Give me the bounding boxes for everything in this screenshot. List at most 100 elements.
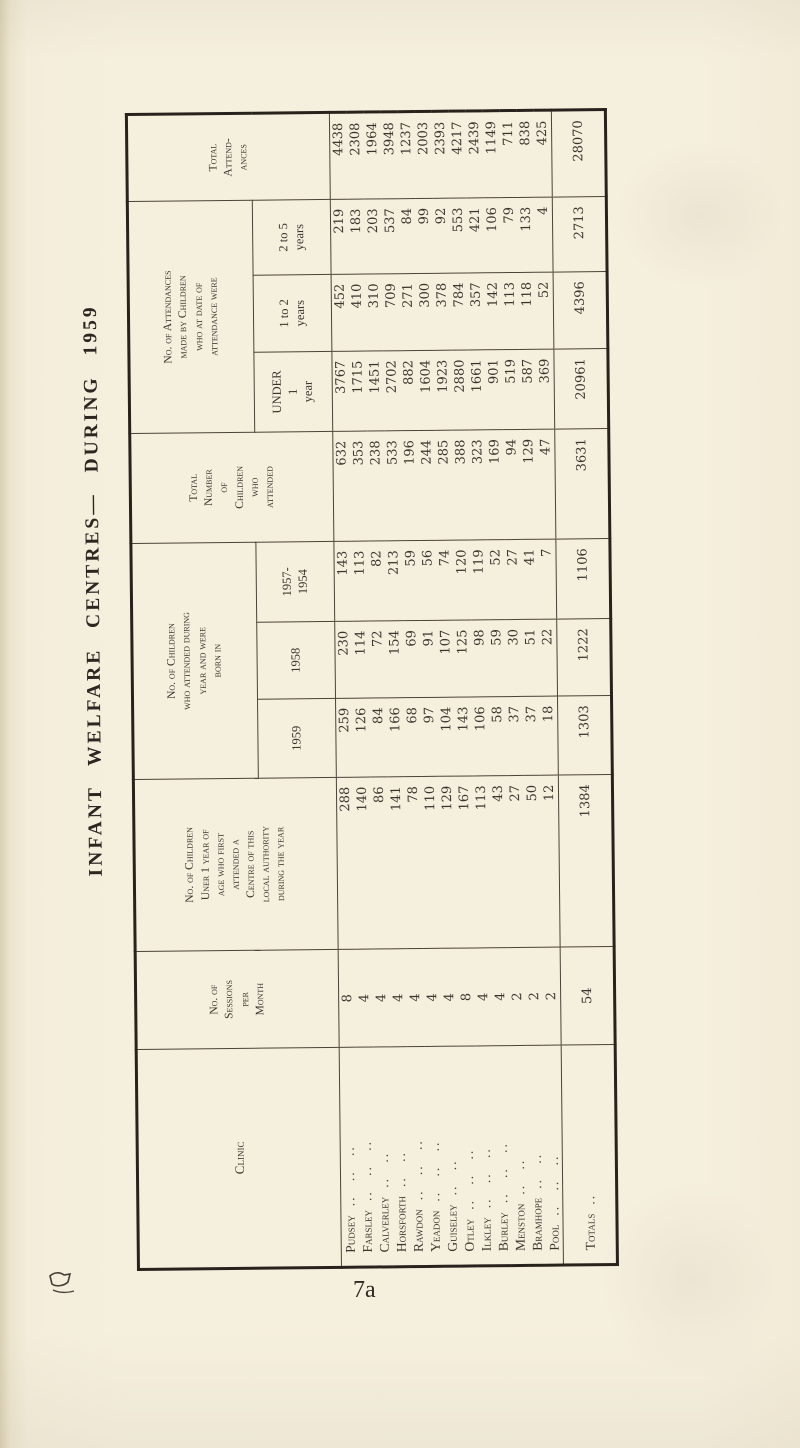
value-cell-born_1958: 1222 bbox=[556, 618, 612, 697]
value-cell-sessions_per_month: 2 bbox=[525, 947, 544, 1046]
dot-leader: .. .. bbox=[392, 1151, 409, 1188]
clinic-name: Horsforth bbox=[393, 1195, 409, 1253]
dot-leader: .. .. .. bbox=[341, 1145, 358, 1207]
dot-leader: .. .. .. bbox=[426, 1140, 443, 1202]
value-cell-total_children_attended: 238 bbox=[367, 430, 386, 542]
value-cell-attendances_under_1_year: 1923 bbox=[434, 350, 453, 431]
value-cell-attendances_2_to_5_years: 2713 bbox=[552, 196, 608, 273]
dot-leader: .. .. .. bbox=[358, 1139, 375, 1202]
value-cell-born_1958: 98 bbox=[471, 619, 490, 697]
value-cell-children_under_1_first_attended: 12 bbox=[540, 775, 561, 948]
value-cell-attendances_1_to_2_years: 709 bbox=[382, 273, 401, 351]
value-cell-attendances_2_to_5_years: 84 bbox=[398, 198, 417, 274]
value-cell-attendances_1_to_2_years: 142 bbox=[484, 272, 503, 350]
clinic-name: Otley bbox=[461, 1218, 477, 1252]
dot-leader: .. .. .. bbox=[409, 1139, 426, 1201]
value-cell-sessions_per_month: 4 bbox=[491, 947, 510, 1046]
value-cell-attendances_2_to_5_years: 203 bbox=[364, 198, 383, 275]
value-cell-attendances_under_1_year: 1604 bbox=[417, 350, 436, 431]
value-cell-born_1957_1954: 52 bbox=[487, 539, 506, 620]
value-cell-attendances_1_to_2_years: 357 bbox=[467, 272, 486, 350]
value-cell-children_under_1_first_attended: 140 bbox=[353, 777, 373, 950]
header-clinic: Clinic bbox=[136, 1047, 342, 1270]
clinic-name: Bramhope bbox=[529, 1197, 545, 1251]
value-cell-total_children_attended: 632 bbox=[332, 431, 352, 542]
dot-leader: .. .. bbox=[443, 1159, 460, 1196]
header-under-1-year: UNDER 1 year bbox=[253, 351, 333, 433]
dot-leader: .. .. bbox=[511, 1158, 528, 1195]
page-number: 7a bbox=[353, 1277, 376, 1303]
totals-row: Totals.. 54 1384 1303 1222 1106 3631 20961 4396 2… bbox=[551, 109, 618, 1266]
value-cell-born_1957_1954: 1106 bbox=[555, 538, 611, 620]
value-cell-total_attendances: 2439 bbox=[465, 110, 484, 198]
clinic-name: Guiseley bbox=[444, 1204, 460, 1252]
value-cell-total_children_attended: 129 bbox=[520, 429, 539, 540]
value-cell-total_children_attended: 533 bbox=[384, 430, 403, 541]
value-cell-total_children_attended: 353 bbox=[350, 431, 369, 542]
value-cell-attendances_2_to_5_years: 553 bbox=[449, 197, 468, 274]
value-cell-sessions_per_month: 4 bbox=[423, 948, 442, 1047]
value-cell-born_1959: 37 bbox=[523, 696, 541, 776]
value-cell-total_attendances: 1149 bbox=[482, 110, 501, 198]
value-cell-attendances_1_to_2_years: 4396 bbox=[553, 271, 608, 350]
value-cell-attendances_1_to_2_years: 52 bbox=[535, 272, 554, 350]
clinic-name: Totals bbox=[581, 1213, 598, 1251]
value-cell-total_children_attended: 94 bbox=[503, 429, 522, 540]
value-cell-attendances_1_to_2_years: 300 bbox=[416, 273, 435, 351]
dot-leader: .. .. .. bbox=[460, 1148, 477, 1210]
value-cell-total_children_attended: 3631 bbox=[554, 428, 610, 540]
value-cell-born_1958: 59 bbox=[488, 619, 507, 697]
header-total-children: Total Number of Children who attended bbox=[129, 431, 334, 544]
value-cell-sessions_per_month: 4 bbox=[372, 948, 391, 1048]
value-cell-sessions_per_month: 8 bbox=[338, 949, 357, 1048]
value-cell-attendances_2_to_5_years: 421 bbox=[466, 197, 485, 273]
value-cell-total_children_attended: 285 bbox=[435, 430, 454, 541]
value-cell-born_1958: 154 bbox=[386, 620, 405, 698]
value-cell-total_attendances: 2308 bbox=[346, 111, 365, 200]
value-cell-born_1959: 126 bbox=[353, 698, 371, 778]
value-cell-children_under_1_first_attended: 1384 bbox=[558, 774, 615, 948]
header-1-to-2-years: 1 to 2 years bbox=[253, 274, 332, 353]
value-cell-born_1957_1954: 213 bbox=[385, 540, 404, 621]
value-cell-attendances_1_to_2_years: 452 bbox=[331, 274, 350, 352]
value-cell-total_attendances: 838 bbox=[516, 110, 535, 198]
value-cell-children_under_1_first_attended: 43 bbox=[489, 775, 509, 948]
value-cell-total_children_attended: 388 bbox=[452, 429, 471, 541]
value-cell-attendances_under_1_year: 369 bbox=[536, 349, 555, 430]
value-cell-born_1957_1954: 41 bbox=[521, 539, 540, 620]
value-cell-sessions_per_month: 4 bbox=[355, 949, 374, 1048]
clinic-name-cell: Totals.. bbox=[561, 1044, 618, 1266]
ink-mark bbox=[49, 1272, 75, 1294]
value-cell-attendances_2_to_5_years: 537 bbox=[381, 198, 400, 274]
header-under-1-first-attended: No. of Children Uner 1 year of age who f… bbox=[133, 777, 339, 952]
value-cell-born_1958: 22 bbox=[539, 619, 558, 697]
value-cell-born_1958: 72 bbox=[369, 620, 388, 699]
dot-leader: .. .. .. bbox=[477, 1147, 494, 1209]
clinic-name-cell: Pudsey .. .. .. bbox=[339, 1047, 359, 1268]
rotated-table-area: INFANT WELFARE CENTRES— DURING 1959 Clin… bbox=[80, 107, 621, 1271]
value-cell-total_attendances: 4217 bbox=[448, 110, 467, 199]
value-cell-attendances_1_to_2_years: 113 bbox=[501, 272, 520, 350]
header-sessions-per-month: No. of Sessions per Month bbox=[135, 949, 340, 1050]
value-cell-born_1959: 106 bbox=[472, 696, 490, 776]
value-cell-attendances_1_to_2_years: 378 bbox=[433, 273, 452, 351]
value-cell-total_attendances: 3948 bbox=[380, 111, 399, 199]
header-born-1958: 1958 bbox=[256, 621, 336, 700]
value-cell-attendances_under_1_year: 519 bbox=[502, 349, 521, 430]
value-cell-born_1958: 69 bbox=[403, 620, 422, 698]
value-cell-sessions_per_month: 2 bbox=[542, 947, 562, 1046]
clinic-name: Farsley bbox=[359, 1209, 375, 1253]
value-cell-born_1959: 84 bbox=[370, 697, 388, 778]
clinic-name: Pudsey bbox=[342, 1215, 358, 1253]
clinic-name: Yeadon bbox=[427, 1210, 443, 1252]
value-cell-total_attendances: 1964 bbox=[363, 111, 382, 199]
value-cell-born_1957_1954: 74 bbox=[436, 540, 455, 621]
value-cell-attendances_2_to_5_years: 79 bbox=[500, 197, 519, 273]
value-cell-born_1957_1954: 7 bbox=[538, 539, 557, 620]
dot-leader: .. bbox=[581, 1193, 597, 1205]
value-cell-born_1957_1954: 27 bbox=[504, 539, 523, 620]
value-cell-sessions_per_month: 4 bbox=[389, 948, 408, 1047]
header-born-1959: 1959 bbox=[257, 698, 337, 779]
value-cell-total_children_attended: 196 bbox=[401, 430, 420, 541]
